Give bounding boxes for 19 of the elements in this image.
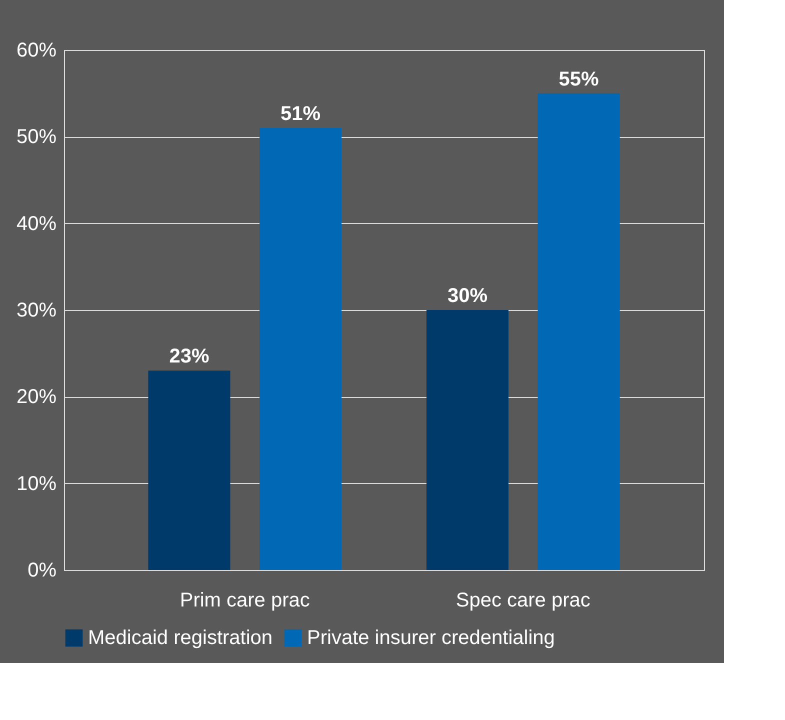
y-tick-label: 30% [16, 300, 57, 322]
x-tick-label: Spec care prac [456, 590, 590, 612]
y-tick-label: 10% [16, 472, 57, 495]
bar [148, 370, 230, 570]
bar [260, 128, 342, 570]
x-tick-label: Prim care prac [180, 590, 310, 612]
legend-label: Private insurer credentialing [307, 627, 555, 649]
y-tick-label: 20% [16, 386, 57, 408]
data-label: 51% [280, 103, 321, 125]
y-tick-label: 40% [16, 212, 57, 235]
data-label: 23% [169, 346, 210, 368]
y-tick-label: 50% [16, 126, 57, 148]
bar [538, 93, 620, 570]
bar [426, 310, 508, 570]
legend-label: Medicaid registration [88, 627, 273, 649]
data-label: 55% [558, 68, 600, 90]
data-label: 30% [447, 285, 488, 307]
y-tick-label: 0% [28, 560, 57, 582]
y-tick-label: 60% [16, 40, 57, 62]
